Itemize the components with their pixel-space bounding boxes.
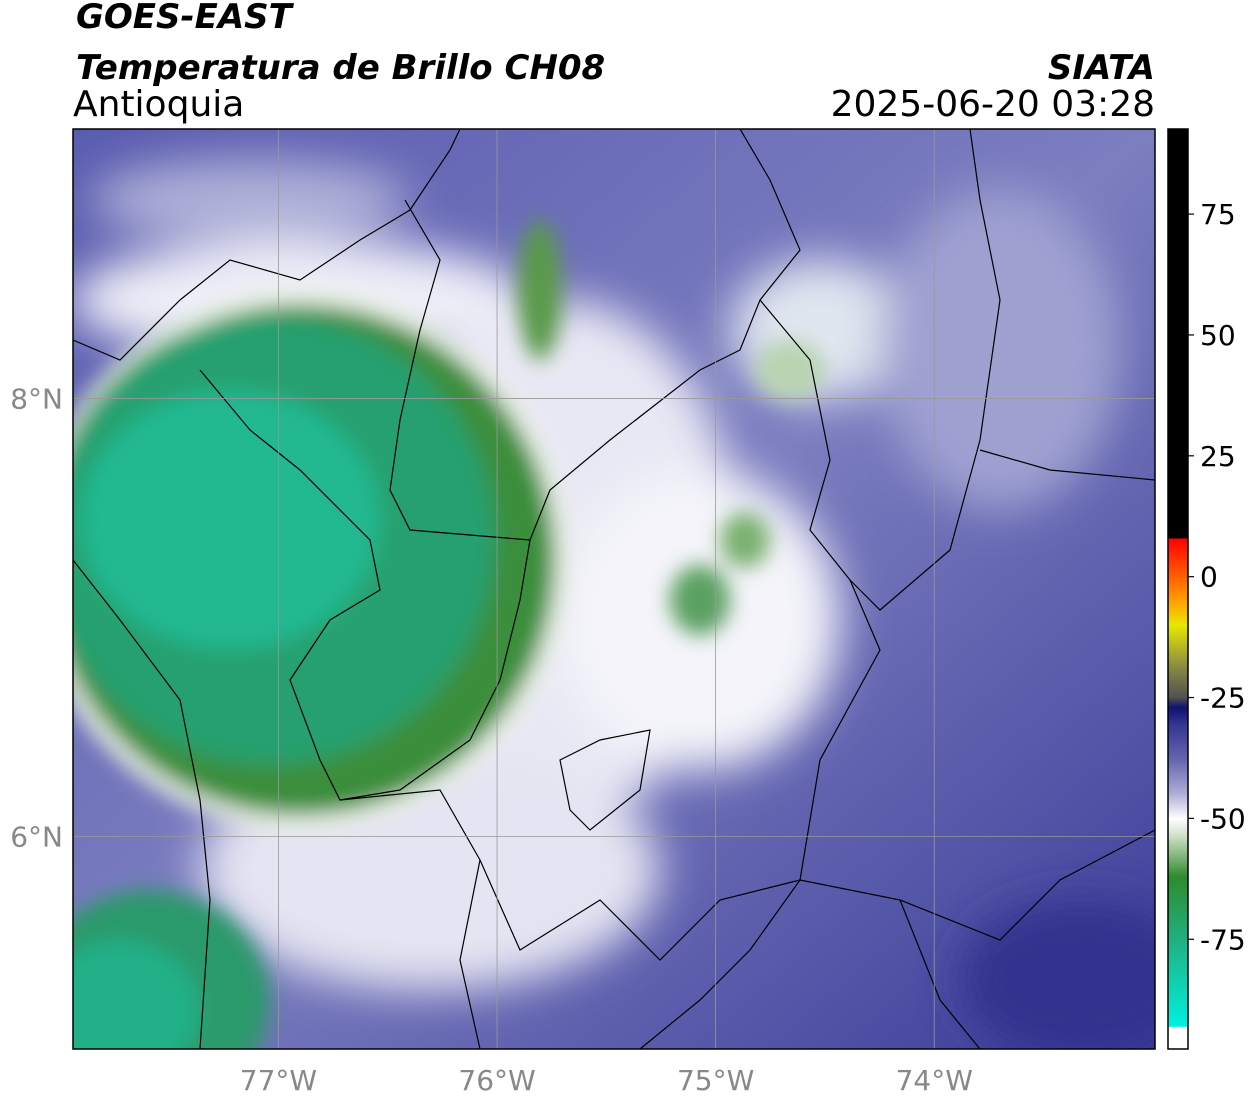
x-tick-label: 77°W [240,1064,317,1097]
colorbar-segment [1168,576,1188,602]
colorbar-frame [1167,128,1189,1050]
title: GOES-EAST [76,0,295,37]
colorbar-segment [1168,663,1188,699]
colorbar-segment [1168,837,1188,877]
colorbar-segment [1168,794,1188,819]
subtitle: Temperatura de Brillo CH08 [76,48,605,88]
satellite-image [73,129,1155,1049]
colorbar-segment [1168,697,1188,708]
y-tick-label: 8°N [10,382,63,415]
colorbar-tick-label: -75 [1200,923,1246,956]
colorbar-segment [1168,600,1188,626]
colorbar-segment [1168,876,1188,940]
colorbar-segment [1168,707,1188,723]
colorbar-segment [1168,760,1188,795]
x-tick-label: 74°W [896,1064,973,1097]
colorbar-segment [1168,1026,1188,1050]
colorbar-segment [1168,818,1188,839]
colorbar-tick-label: 0 [1200,561,1218,594]
colorbar-tick-label: -50 [1200,802,1246,835]
map-frame [72,128,1156,1050]
x-tick-label: 76°W [458,1064,535,1097]
colorbar-segment [1168,537,1188,578]
colorbar-tick-label: 50 [1200,319,1236,352]
colorbar-segment [1168,721,1188,761]
colorbar-tick-label: 75 [1200,198,1236,231]
region: Antioquia [73,84,244,125]
colorbar-tick-label: -25 [1200,682,1246,715]
datetime: 2025-06-20 03:28 [831,84,1155,125]
colorbar-tick-label: 25 [1200,440,1236,473]
colorbar-segment [1168,939,1188,1027]
source: SIATA [1048,48,1155,88]
colorbar-segment [1168,625,1188,665]
colorbar-segment [1168,129,1188,539]
x-tick-label: 75°W [677,1064,754,1097]
y-tick-label: 6°N [10,821,63,854]
